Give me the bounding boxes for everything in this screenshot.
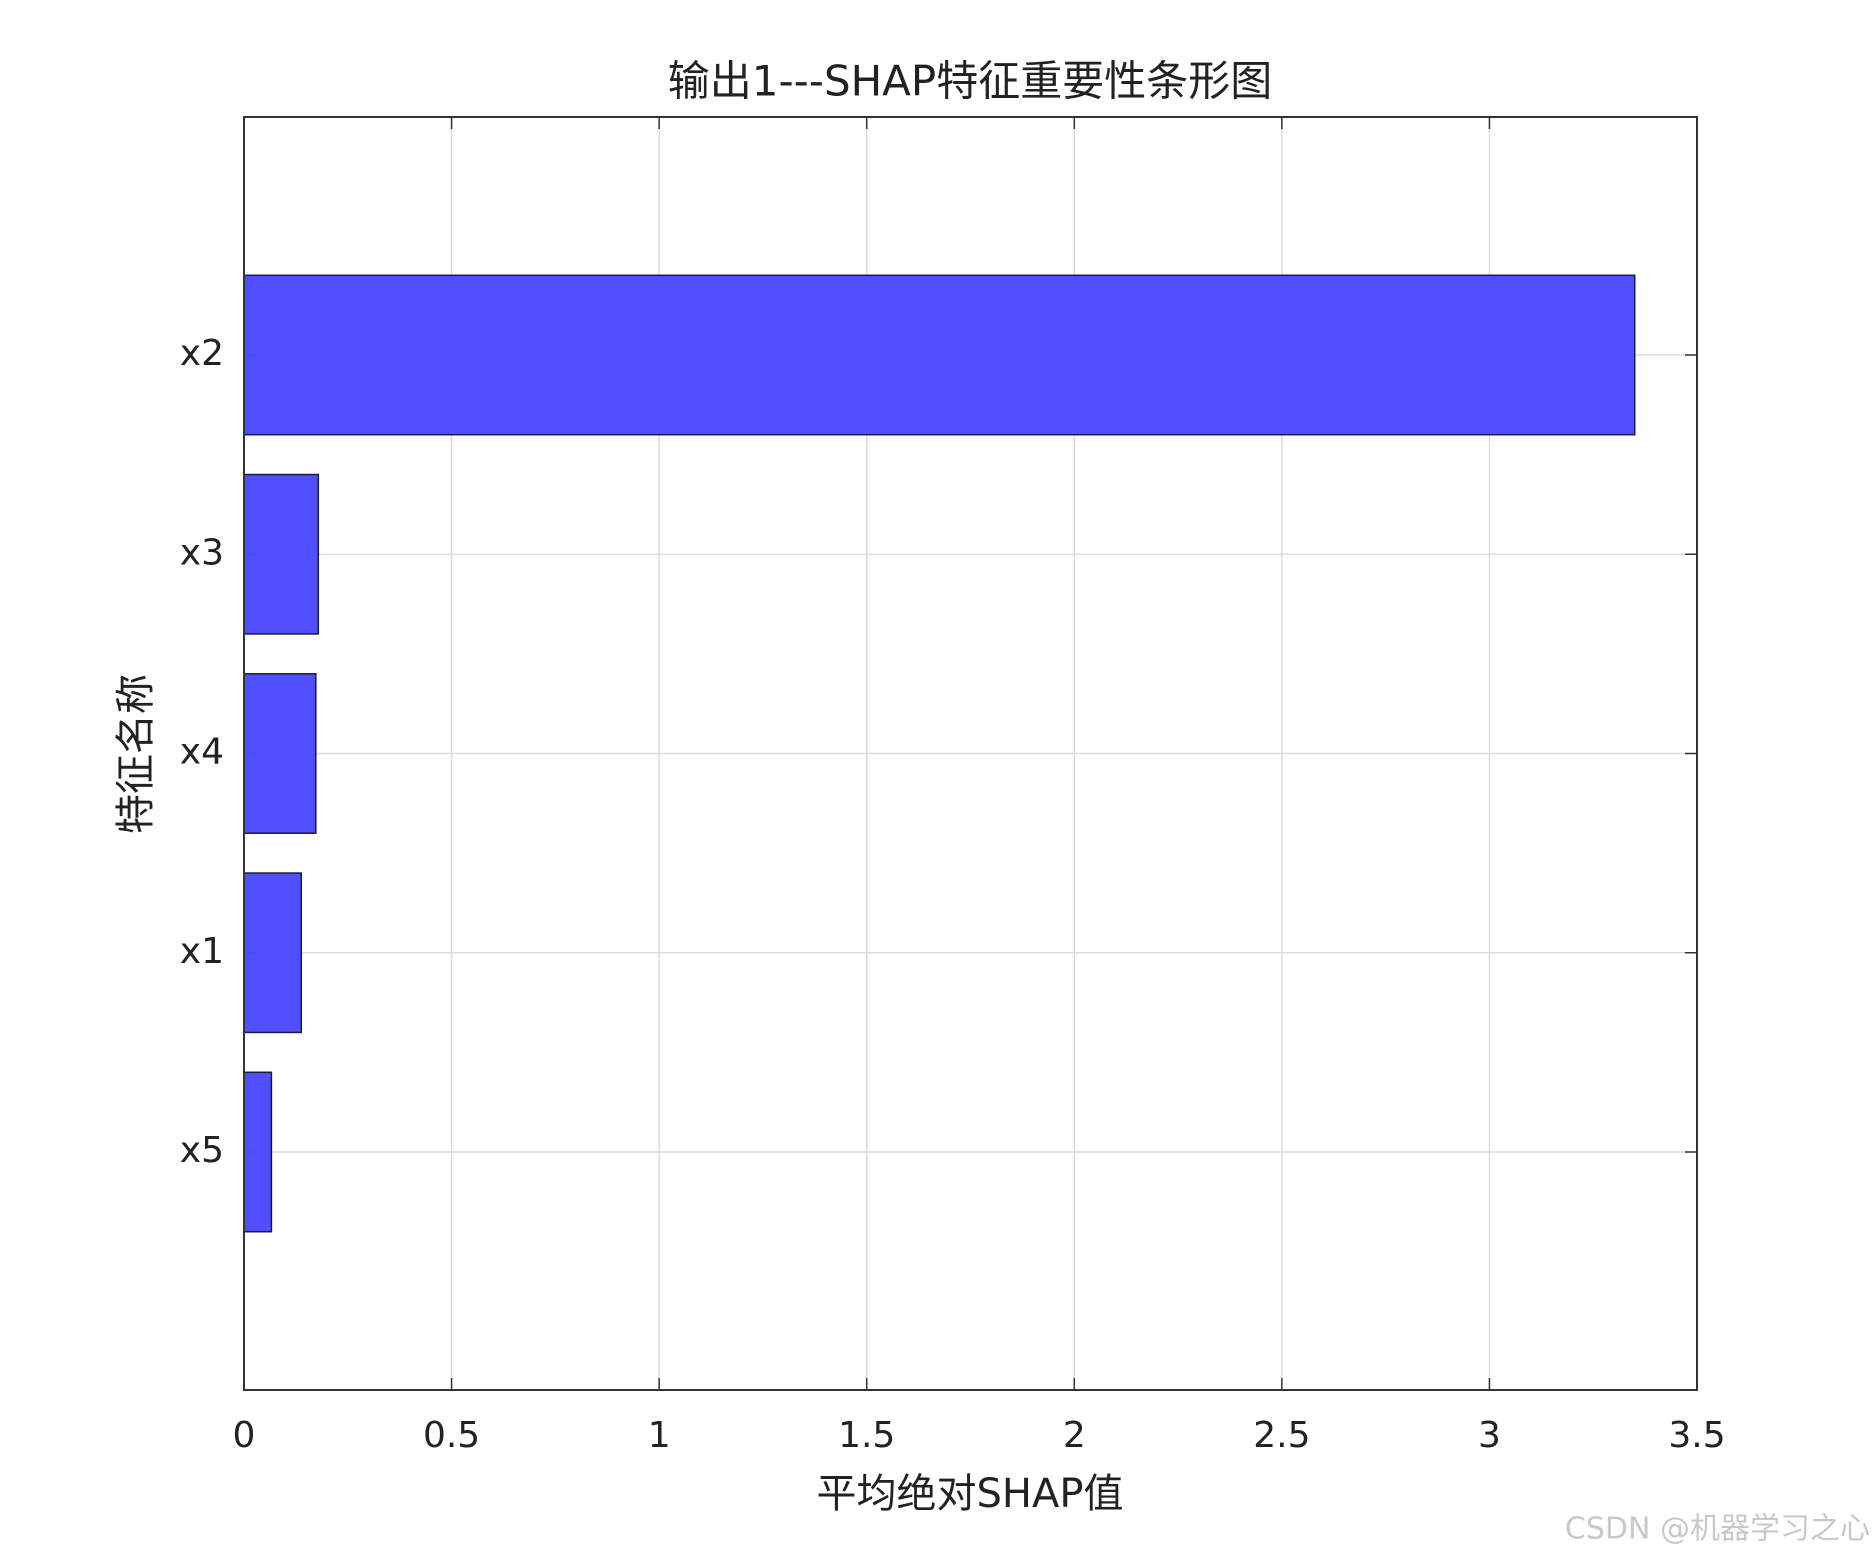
watermark: CSDN @机器学习之心 [1565,1512,1870,1547]
x-tick-label: 2 [1063,1415,1086,1456]
x-tick-label: 1 [648,1415,671,1456]
x-tick-label: 2.5 [1253,1415,1310,1456]
bar [243,274,1636,436]
plot-frame [243,116,1698,1391]
y-tick-label: x4 [180,732,224,773]
bar [243,673,317,834]
bar [243,1071,273,1233]
x-tick-label: 0 [233,1415,256,1456]
x-tick-label: 1.5 [838,1415,895,1456]
y-tick-label: x1 [180,931,224,972]
bar [243,473,320,635]
bar [243,872,303,1034]
x-axis-label: 平均绝对SHAP值 [817,1471,1124,1517]
y-axis-label: 特征名称 [113,674,159,834]
chart-title: 输出1---SHAP特征重要性条形图 [668,57,1273,106]
y-tick-label: x2 [180,333,224,374]
x-tick-label: 3.5 [1668,1415,1725,1456]
x-tick-label: 0.5 [423,1415,480,1456]
y-tick-label: x5 [180,1130,224,1171]
y-tick-label: x3 [180,532,224,573]
x-tick-label: 3 [1478,1415,1501,1456]
